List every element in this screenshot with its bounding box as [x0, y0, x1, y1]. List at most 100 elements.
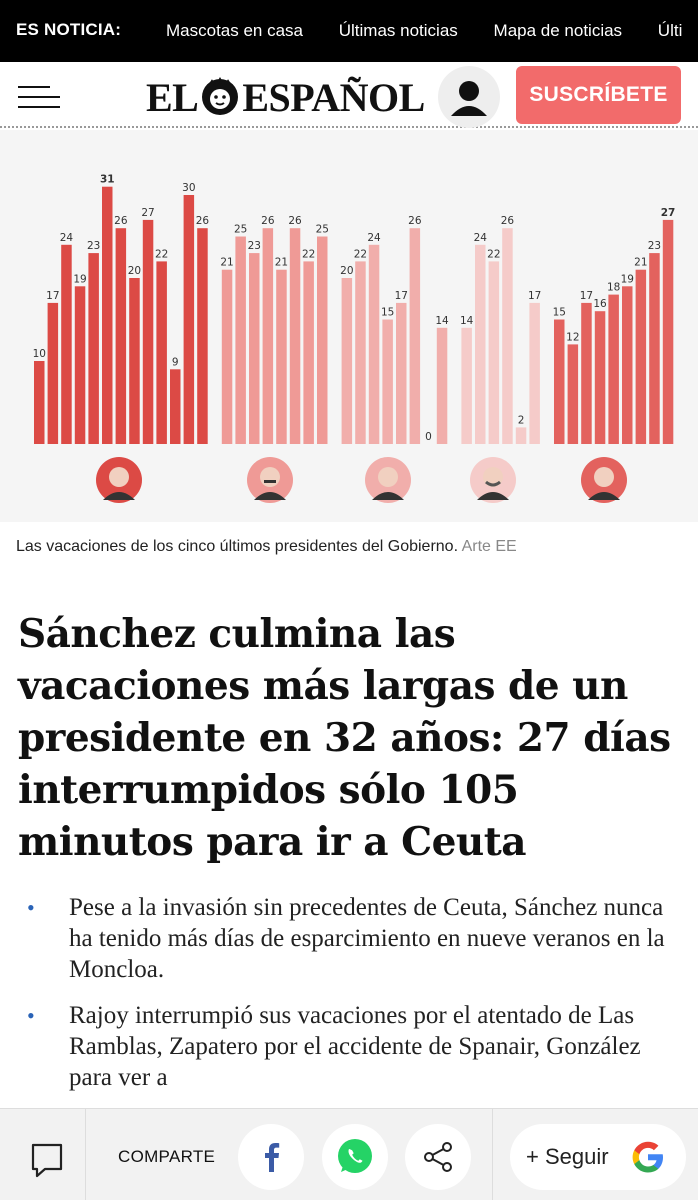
- bar-label-6: 26: [114, 215, 128, 227]
- bar-25: [396, 302, 407, 444]
- president-avatar-gonzalez: [96, 457, 142, 503]
- summary-item: • Pese a la invasión sin precedentes de C…: [18, 892, 686, 985]
- bar-label-14: 25: [234, 224, 247, 236]
- bar-17: [276, 269, 287, 444]
- president-avatar-rajoy: [470, 457, 516, 503]
- bar-label-40: 19: [621, 273, 634, 285]
- bar-18: [289, 228, 301, 444]
- article-headline: Sánchez culmina las vacaciones más larga…: [18, 611, 671, 865]
- logo-text-left: EL: [146, 74, 199, 120]
- bar-20: [317, 236, 328, 444]
- bar-8: [142, 219, 154, 444]
- user-icon: [451, 81, 487, 116]
- bullet-icon: •: [27, 895, 35, 920]
- subscribe-button[interactable]: SUSCRÍBETE: [516, 66, 681, 124]
- bar-29: [461, 327, 472, 444]
- bar-label-19: 22: [302, 248, 315, 260]
- bar-31: [488, 261, 500, 444]
- bar-38: [594, 311, 606, 444]
- hamburger-icon[interactable]: [18, 84, 60, 114]
- summary-item-text: Rajoy interrumpió sus vacaciones por el …: [69, 1002, 641, 1091]
- site-logo[interactable]: EL ESPAÑOL: [146, 74, 425, 120]
- bar-label-27: 0: [425, 431, 432, 443]
- bar-40: [622, 286, 633, 444]
- bar-33: [515, 427, 527, 444]
- bar-label-5: 31: [100, 174, 115, 186]
- bar-3: [74, 286, 86, 444]
- facebook-icon: [265, 1143, 280, 1172]
- ticker-link-mapa[interactable]: Mapa de noticias: [493, 21, 623, 40]
- follow-google-button[interactable]: + Seguir: [510, 1124, 686, 1190]
- bar-label-39: 18: [607, 282, 620, 294]
- bar-label-42: 23: [648, 240, 661, 252]
- ticker-link-ultimas[interactable]: Últimas noticias: [338, 21, 458, 40]
- google-icon: [632, 1141, 663, 1173]
- ticker-label: ES NOTICIA:: [16, 20, 122, 39]
- bar-label-8: 27: [141, 207, 154, 219]
- caption-credit: Arte EE: [461, 538, 517, 555]
- bar-label-24: 15: [381, 307, 394, 319]
- bar-0: [34, 361, 45, 444]
- bar-label-37: 17: [580, 290, 593, 302]
- bar-label-20: 25: [316, 224, 329, 236]
- bar-label-2: 24: [60, 232, 74, 244]
- bottom-share-bar: COMPARTE + Seguir: [0, 1108, 698, 1200]
- bar-label-18: 26: [288, 215, 302, 227]
- bar-4: [88, 253, 99, 444]
- bar-label-29: 14: [460, 315, 474, 327]
- bar-43: [662, 219, 674, 444]
- bar-label-0: 10: [33, 348, 46, 360]
- bar-label-13: 21: [220, 257, 233, 269]
- bar-label-21: 20: [340, 265, 353, 277]
- bar-label-32: 26: [501, 215, 515, 227]
- bar-30: [475, 244, 486, 444]
- caption-text: Las vacaciones de los cinco últimos pres…: [16, 538, 459, 555]
- bar-label-35: 15: [553, 307, 566, 319]
- ticker-link-more[interactable]: Últi: [657, 21, 683, 40]
- bar-divider: [492, 1109, 493, 1200]
- bar-label-17: 21: [275, 257, 288, 269]
- bar-24: [382, 319, 393, 444]
- bar-label-31: 22: [487, 248, 500, 260]
- bar-22: [355, 261, 366, 444]
- comment-button[interactable]: [0, 1109, 86, 1200]
- bar-label-23: 24: [367, 232, 381, 244]
- bar-label-16: 26: [261, 215, 275, 227]
- bar-label-12: 26: [196, 215, 210, 227]
- whatsapp-share-button[interactable]: [322, 1124, 388, 1190]
- bar-9: [156, 261, 167, 444]
- user-button[interactable]: [438, 66, 500, 128]
- bar-label-30: 24: [474, 232, 488, 244]
- president-avatar-sanchez: [581, 457, 627, 503]
- chart-image: 10 17 24 19 23 31 26 20 27 22 9 30 26 21 25 23 26 21 26 22 2…: [0, 130, 698, 522]
- summary-item-text: Pese a la invasión sin precedentes de Ce…: [69, 894, 665, 983]
- bar-16: [262, 228, 274, 444]
- bar-label-3: 19: [73, 273, 86, 285]
- president-avatar-zapatero: [365, 457, 411, 503]
- bar-label-43: 27: [661, 207, 676, 219]
- bar-label-22: 22: [354, 248, 367, 260]
- ticker-link-mascotas[interactable]: Mascotas en casa: [166, 21, 304, 40]
- bar-36: [567, 344, 579, 444]
- bar-12: [197, 228, 208, 444]
- vacation-bar-chart: 1017241923312620272293026212523262126222…: [33, 174, 676, 503]
- bar-37: [581, 302, 592, 444]
- bar-label-7: 20: [128, 265, 141, 277]
- share-button[interactable]: [405, 1124, 471, 1190]
- bar-7: [129, 278, 140, 444]
- bar-6: [115, 228, 127, 444]
- bar-label-25: 17: [395, 290, 408, 302]
- bar-label-36: 12: [566, 331, 579, 343]
- follow-label: + Seguir: [526, 1144, 609, 1169]
- bar-label-15: 23: [248, 240, 261, 252]
- bar-label-11: 30: [182, 182, 195, 194]
- bar-13: [221, 269, 233, 444]
- bar-label-33: 2: [518, 414, 525, 426]
- summary-item: • Rajoy interrumpió sus vacaciones por el…: [18, 1000, 686, 1093]
- bar-42: [649, 253, 660, 444]
- bullet-icon: •: [27, 1003, 35, 1028]
- bar-19: [303, 261, 314, 444]
- facebook-share-button[interactable]: [238, 1124, 304, 1190]
- logo-text-right: ESPAÑOL: [242, 74, 425, 120]
- president-avatar-aznar: [247, 457, 293, 503]
